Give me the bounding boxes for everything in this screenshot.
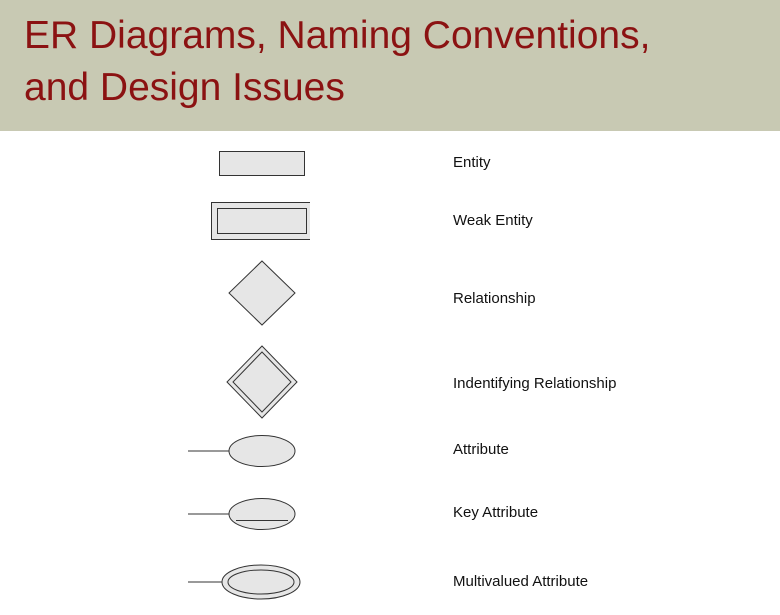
- legend-label-attribute: Attribute: [453, 441, 509, 458]
- legend-label-entity: Entity: [453, 154, 491, 171]
- legend-label-relationship: Relationship: [453, 290, 536, 307]
- slide-title: ER Diagrams, Naming Conventions, and Des…: [24, 10, 650, 114]
- legend-label-key-attribute: Key Attribute: [453, 504, 539, 521]
- slide-title-line-1: ER Diagrams, Naming Conventions,: [24, 14, 651, 57]
- slide-header: ER Diagrams, Naming Conventions, and Des…: [0, 0, 780, 131]
- slide-title-line-2: and Design Issues: [24, 66, 345, 109]
- legend-label-weak-entity: Weak Entity: [453, 212, 533, 229]
- legend-label-multivalued-attribute: Multivalued Attribute: [453, 573, 589, 590]
- legend-label-identifying-relationship: Indentifying Relationship: [453, 375, 617, 392]
